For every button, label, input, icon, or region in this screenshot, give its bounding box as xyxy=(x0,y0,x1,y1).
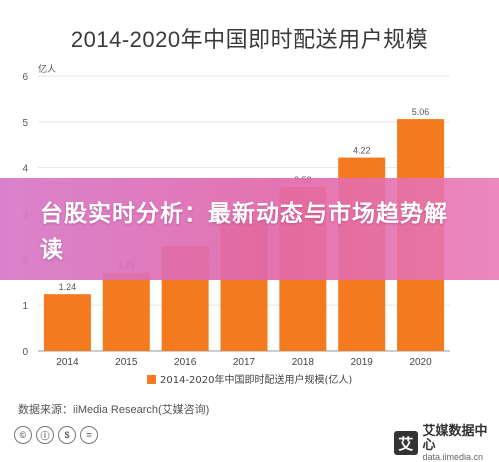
x-tick-label: 2019 xyxy=(351,357,374,368)
x-tick-label: 2017 xyxy=(233,357,256,368)
y-tick-label: 0 xyxy=(22,347,28,358)
noderivatives-icon: = xyxy=(80,426,98,444)
y-tick-label: 6 xyxy=(22,72,28,83)
x-tick-label: 2020 xyxy=(409,357,432,368)
brand-name: 艾媒数据中心 xyxy=(422,423,488,452)
legend-swatch xyxy=(147,375,156,384)
data-source: 数据来源：iiMedia Research(艾媒咨询) xyxy=(18,404,210,416)
chart-title: 2014-2020年中国即时配送用户规模 xyxy=(70,27,429,52)
x-tick-label: 2015 xyxy=(115,357,138,368)
attribution-icon: ⓘ xyxy=(36,426,54,444)
noncommercial-icon: $ xyxy=(58,426,76,444)
headline-text[interactable]: 台股实时分析：最新动态与市场趋势解读 xyxy=(40,201,448,263)
data-label: 1.24 xyxy=(59,282,77,292)
bar-2015 xyxy=(102,272,150,351)
y-tick-label: 5 xyxy=(22,118,28,129)
license-icons: © ⓘ $ = xyxy=(14,426,98,444)
copyright-icon: © xyxy=(14,426,32,444)
bar-2014 xyxy=(43,294,91,351)
brand-url: data.iimedia.cn xyxy=(422,452,484,462)
x-tick-label: 2018 xyxy=(292,357,315,368)
x-tick-label: 2016 xyxy=(174,357,197,368)
x-tick-label: 2014 xyxy=(56,357,79,368)
headline-banner xyxy=(0,178,499,280)
legend-label: 2014-2020年中国即时配送用户规模(亿人) xyxy=(160,373,352,386)
y-tick-label: 4 xyxy=(22,164,28,175)
y-tick-label: 1 xyxy=(22,301,28,312)
data-label: 4.22 xyxy=(353,146,371,156)
data-label: 5.06 xyxy=(412,107,430,117)
y-axis-label: 亿人 xyxy=(38,63,56,75)
brand[interactable]: 艾 艾媒数据中心 data.iimedia.cn xyxy=(394,424,499,462)
brand-logo-icon: 艾 xyxy=(394,431,418,455)
